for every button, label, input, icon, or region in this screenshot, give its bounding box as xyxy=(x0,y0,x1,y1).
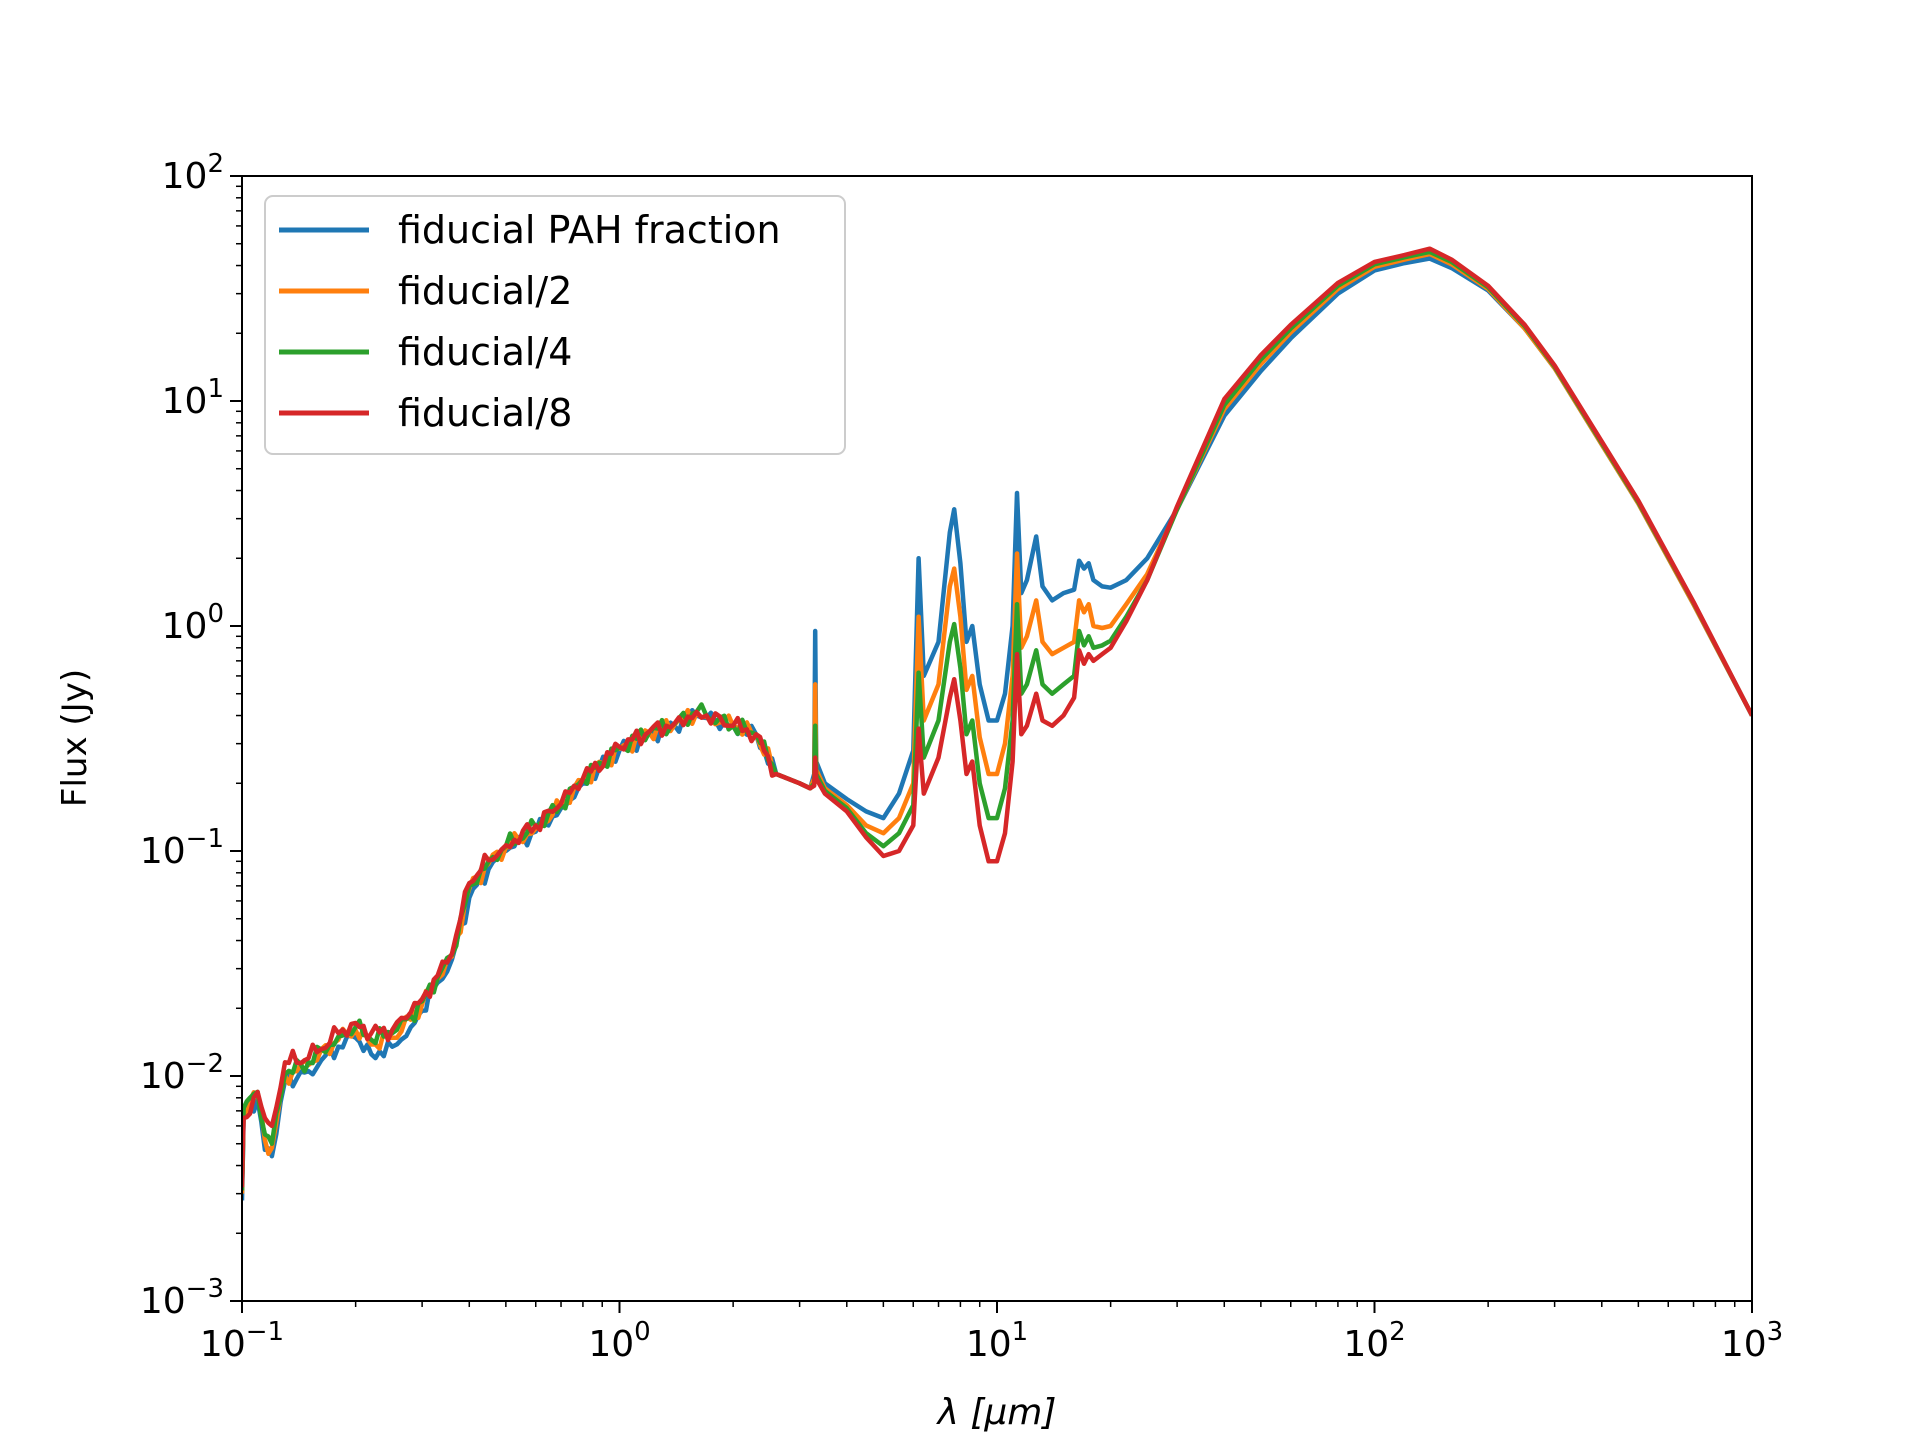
y-tick-label: 101 xyxy=(162,374,224,422)
series-line-0 xyxy=(242,256,1752,1201)
legend-box xyxy=(264,195,846,455)
x-tick-label: 102 xyxy=(1343,1317,1405,1365)
x-axis-label: λ [μm] xyxy=(936,1392,1057,1433)
y-tick-label: 10−2 xyxy=(140,1049,224,1097)
x-tick-label: 103 xyxy=(1721,1317,1783,1365)
major-ticks xyxy=(230,175,1753,1313)
x-tick-label: 100 xyxy=(588,1317,650,1365)
legend-label-fiducial: fiducial PAH fraction xyxy=(398,208,781,252)
y-tick-label: 102 xyxy=(162,149,224,197)
legend-entry: fiducial/8 xyxy=(279,391,572,435)
y-tick-label: 100 xyxy=(162,599,224,647)
legend: fiducial PAH fraction fiducial/2 fiducia… xyxy=(264,195,846,455)
series-line-2 xyxy=(242,249,1752,1191)
x-tick-label: 10−1 xyxy=(200,1317,284,1365)
y-tick-label: 10−1 xyxy=(140,824,224,872)
legend-label-fiducial-8: fiducial/8 xyxy=(398,391,572,435)
legend-entry: fiducial/4 xyxy=(279,330,572,374)
x-tick-label: 101 xyxy=(966,1317,1028,1365)
legend-entry: fiducial PAH fraction xyxy=(279,208,781,252)
y-tick-labels: 10−3 10−2 10−1 100 101 102 xyxy=(140,149,224,1322)
legend-label-fiducial-2: fiducial/2 xyxy=(398,269,572,313)
axes-frame xyxy=(241,175,1753,1302)
y-tick-label: 10−3 xyxy=(140,1274,224,1322)
x-tick-labels: 10−1 100 101 102 103 xyxy=(200,1317,1783,1365)
legend-entry: fiducial/2 xyxy=(279,269,572,313)
series-line-3 xyxy=(242,246,1752,1188)
legend-label-fiducial-4: fiducial/4 xyxy=(398,330,572,374)
y-axis-label: Flux (Jy) xyxy=(55,669,95,807)
series-lines xyxy=(242,246,1752,1201)
